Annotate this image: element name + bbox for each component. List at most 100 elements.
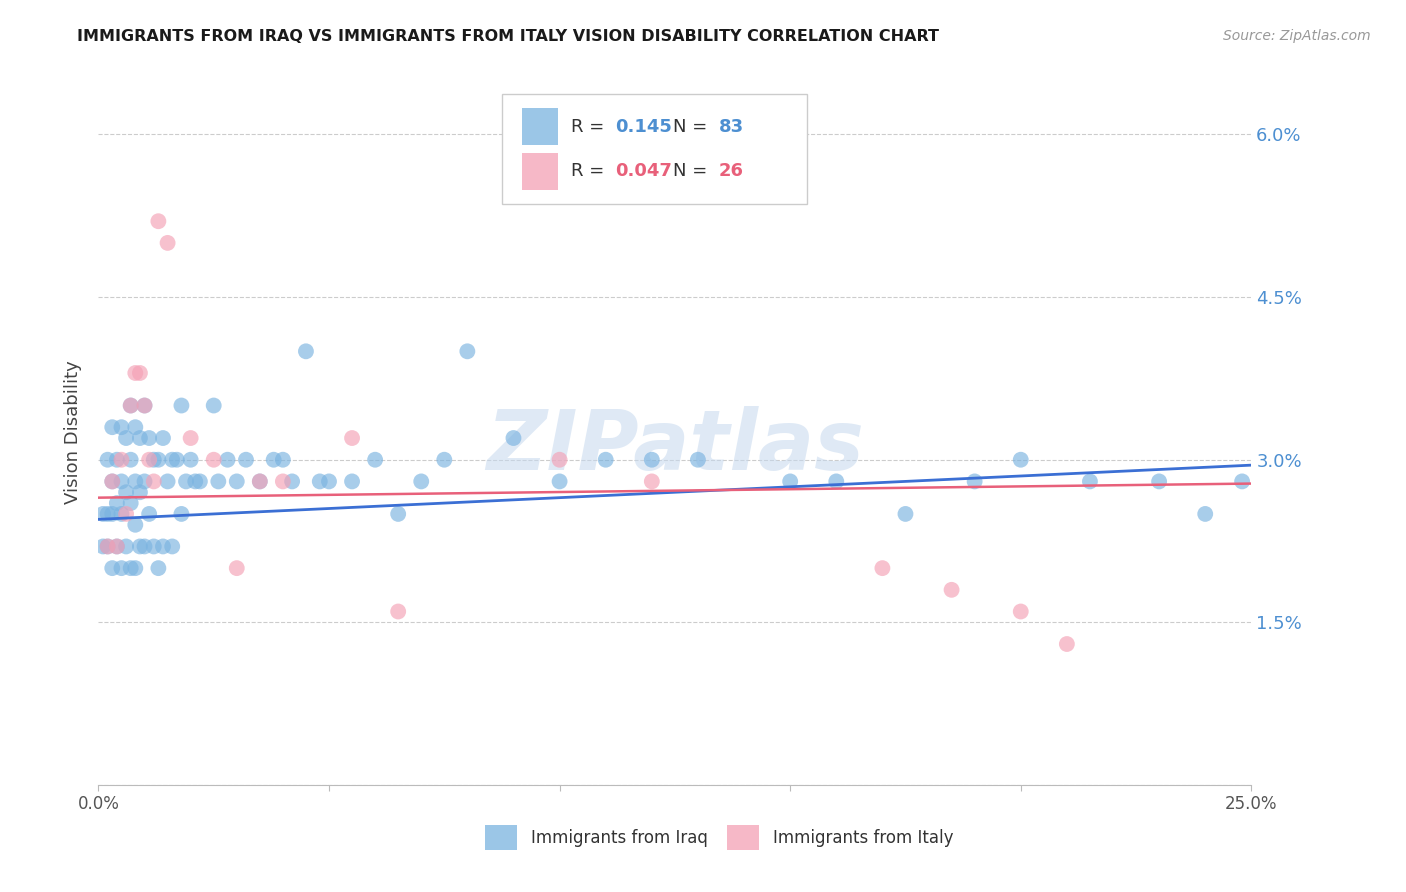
Point — [97, 452, 120, 467]
Point — [963, 475, 986, 489]
Point — [202, 452, 225, 467]
Point — [134, 540, 156, 554]
Text: 83: 83 — [718, 118, 744, 136]
Point — [138, 431, 160, 445]
Point — [364, 452, 387, 467]
Point — [456, 344, 478, 359]
Point — [152, 540, 174, 554]
Point — [225, 561, 247, 575]
Point — [138, 507, 160, 521]
Text: N =: N = — [672, 162, 713, 180]
Point — [142, 452, 165, 467]
Point — [105, 496, 128, 510]
Point — [595, 452, 617, 467]
Point — [142, 540, 165, 554]
Point — [148, 214, 170, 228]
Point — [110, 452, 132, 467]
Point — [101, 420, 124, 434]
Point — [271, 475, 294, 489]
Point — [180, 452, 202, 467]
Point — [129, 366, 152, 380]
Point — [180, 431, 202, 445]
Point — [941, 582, 963, 597]
Point — [124, 475, 146, 489]
Point — [148, 452, 170, 467]
Point — [1010, 452, 1032, 467]
Point — [548, 452, 571, 467]
FancyBboxPatch shape — [522, 153, 558, 190]
Point — [115, 540, 138, 554]
Point — [129, 485, 152, 500]
FancyBboxPatch shape — [502, 95, 807, 203]
Point — [105, 540, 128, 554]
Point — [97, 507, 120, 521]
Point — [97, 540, 120, 554]
Point — [120, 399, 142, 413]
Point — [124, 561, 146, 575]
Point — [115, 431, 138, 445]
Point — [894, 507, 917, 521]
Point — [1010, 605, 1032, 619]
Point — [101, 507, 124, 521]
Point — [202, 399, 225, 413]
Point — [110, 420, 132, 434]
Point — [1078, 475, 1101, 489]
Text: Immigrants from Iraq: Immigrants from Iraq — [531, 829, 707, 847]
Point — [263, 452, 285, 467]
Point — [271, 452, 294, 467]
Point — [134, 475, 156, 489]
Point — [295, 344, 318, 359]
Point — [548, 475, 571, 489]
Point — [105, 540, 128, 554]
Point — [641, 475, 664, 489]
Point — [124, 517, 146, 532]
Point — [101, 475, 124, 489]
Point — [188, 475, 211, 489]
Point — [433, 452, 456, 467]
Point — [1147, 475, 1170, 489]
Point — [184, 475, 207, 489]
Text: 0.047: 0.047 — [614, 162, 672, 180]
Point — [318, 475, 340, 489]
Point — [249, 475, 271, 489]
Text: N =: N = — [672, 118, 713, 136]
Point — [872, 561, 894, 575]
Point — [502, 431, 524, 445]
Point — [340, 431, 363, 445]
Point — [101, 475, 124, 489]
Text: R =: R = — [571, 118, 610, 136]
Point — [138, 452, 160, 467]
Point — [160, 452, 183, 467]
Text: 0.145: 0.145 — [614, 118, 672, 136]
Point — [110, 507, 132, 521]
Point — [281, 475, 304, 489]
Point — [120, 399, 142, 413]
Point — [110, 561, 132, 575]
Y-axis label: Vision Disability: Vision Disability — [63, 360, 82, 505]
Point — [686, 452, 709, 467]
Point — [115, 507, 138, 521]
FancyBboxPatch shape — [485, 825, 517, 850]
FancyBboxPatch shape — [727, 825, 759, 850]
Point — [170, 399, 193, 413]
Point — [387, 507, 409, 521]
Point — [166, 452, 188, 467]
Text: R =: R = — [571, 162, 610, 180]
Point — [308, 475, 330, 489]
Text: ZIPatlas: ZIPatlas — [486, 406, 863, 487]
Point — [160, 540, 183, 554]
Text: IMMIGRANTS FROM IRAQ VS IMMIGRANTS FROM ITALY VISION DISABILITY CORRELATION CHAR: IMMIGRANTS FROM IRAQ VS IMMIGRANTS FROM … — [77, 29, 939, 44]
Point — [825, 475, 848, 489]
Point — [120, 452, 142, 467]
Point — [91, 540, 114, 554]
Point — [152, 431, 174, 445]
Point — [1056, 637, 1078, 651]
Point — [779, 475, 801, 489]
Point — [91, 507, 114, 521]
Point — [235, 452, 257, 467]
Point — [124, 366, 146, 380]
Point — [249, 475, 271, 489]
Point — [129, 540, 152, 554]
Point — [174, 475, 197, 489]
FancyBboxPatch shape — [522, 108, 558, 145]
